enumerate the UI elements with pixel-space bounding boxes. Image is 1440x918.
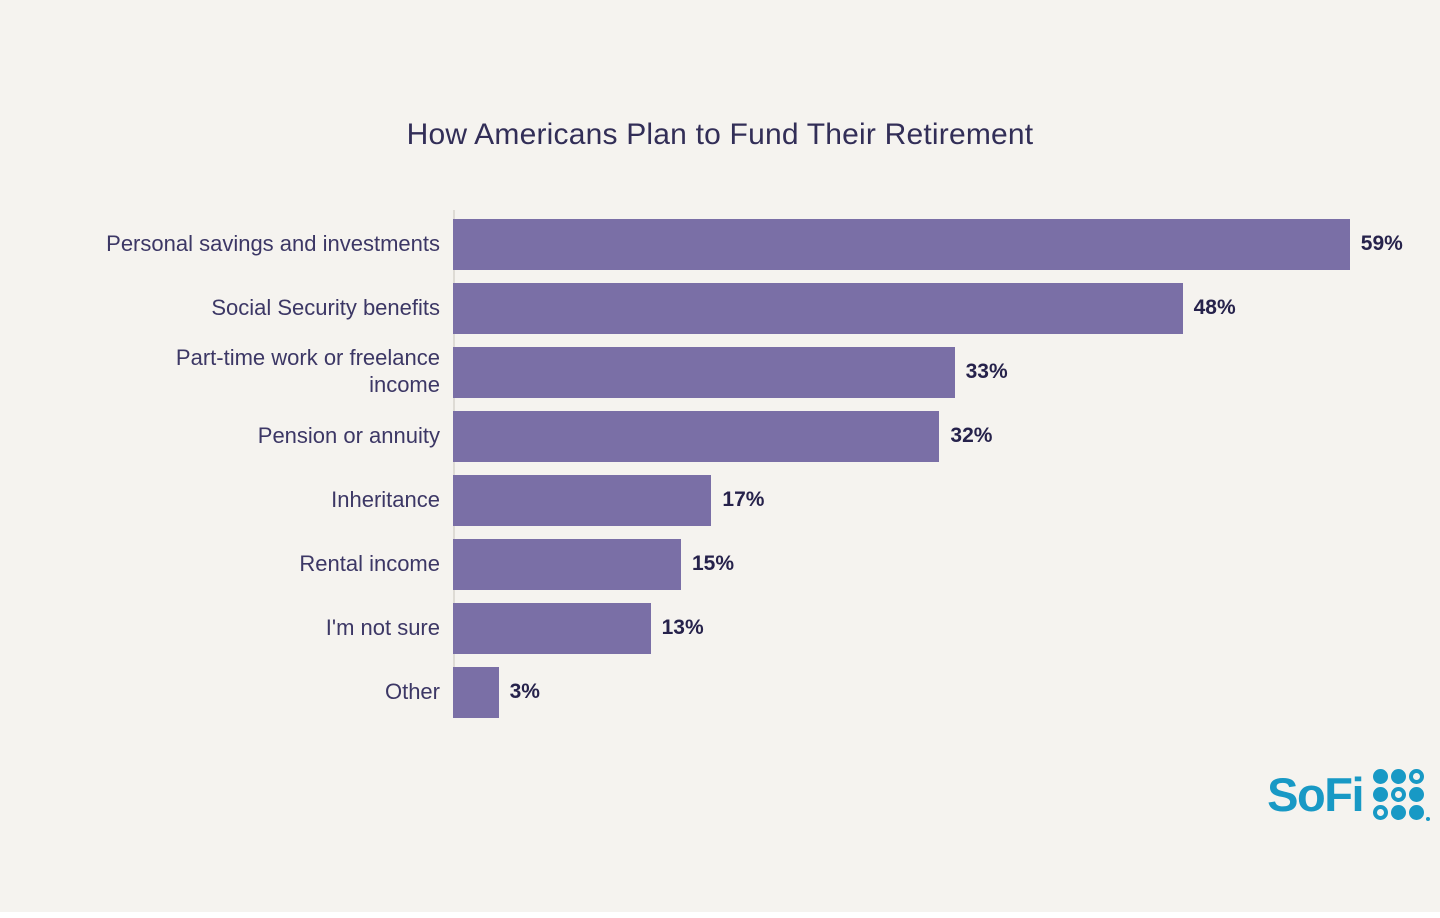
value-label: 33% — [965, 360, 1008, 383]
category-label: Social Security benefits — [211, 294, 440, 320]
bottom-border-strip — [0, 912, 1440, 918]
bar — [453, 282, 1183, 334]
chart-row: Pension or annuity 32% — [0, 404, 1440, 468]
value-label: 17% — [722, 488, 765, 511]
bar — [453, 538, 681, 590]
sofi-wordmark: SoFi — [1267, 768, 1364, 821]
chart-row: Other 3% — [0, 660, 1440, 724]
value-label: 59% — [1360, 232, 1403, 255]
logo-dot-outline — [1409, 769, 1424, 784]
bar-track: 59% — [453, 218, 1440, 270]
bar-track: 32% — [453, 410, 1440, 462]
sofi-logo: SoFi — [1267, 768, 1430, 821]
chart-row: Rental income 15% — [0, 532, 1440, 596]
bar — [453, 410, 940, 462]
bar-track: 13% — [453, 602, 1440, 654]
bar-track: 17% — [453, 474, 1440, 526]
logo-dot-filled — [1409, 805, 1424, 820]
bar-track: 48% — [453, 282, 1440, 334]
category-label: Inheritance — [331, 486, 440, 512]
bar — [453, 602, 651, 654]
category-label: Pension or annuity — [257, 422, 440, 448]
chart-row: Inheritance 17% — [0, 468, 1440, 532]
logo-dot-outline — [1373, 805, 1388, 820]
chart-row: Personal savings and investments 59% — [0, 212, 1440, 276]
bar-track: 3% — [453, 666, 1440, 718]
value-label: 32% — [950, 424, 993, 447]
bar-track: 15% — [453, 538, 1440, 590]
value-label: 3% — [509, 680, 540, 703]
chart-title: How Americans Plan to Fund Their Retirem… — [406, 118, 1034, 151]
bar — [453, 666, 499, 718]
logo-dot-filled — [1409, 787, 1424, 802]
bar — [453, 346, 955, 398]
chart-rows: Personal savings and investments 59% Socia… — [0, 212, 1440, 724]
trademark-dot — [1426, 817, 1430, 821]
logo-dot-filled — [1373, 769, 1388, 784]
sofi-dot-grid-icon — [1373, 769, 1430, 821]
logo-dot-filled — [1373, 787, 1388, 802]
y-axis-line — [453, 210, 455, 718]
category-label: Personal savings and investments — [106, 230, 440, 256]
category-label: I'm not sure — [325, 614, 440, 640]
logo-dot-outline — [1391, 787, 1406, 802]
value-label: 13% — [661, 616, 704, 639]
category-label: Other — [384, 678, 440, 704]
bar — [453, 218, 1350, 270]
bar-chart: Personal savings and investments 59% Socia… — [0, 212, 1440, 724]
chart-row: Social Security benefits 48% — [0, 276, 1440, 340]
value-label: 48% — [1193, 296, 1236, 319]
bar — [453, 474, 712, 526]
category-label: Rental income — [299, 550, 440, 576]
logo-dot-filled — [1391, 769, 1406, 784]
value-label: 15% — [692, 552, 735, 575]
chart-row: Part-time work or freelance income 33% — [0, 340, 1440, 404]
chart-row: I'm not sure 13% — [0, 596, 1440, 660]
category-label: Part-time work or freelance income — [175, 345, 440, 397]
logo-dot-filled — [1391, 805, 1406, 820]
bar-track: 33% — [453, 346, 1440, 398]
